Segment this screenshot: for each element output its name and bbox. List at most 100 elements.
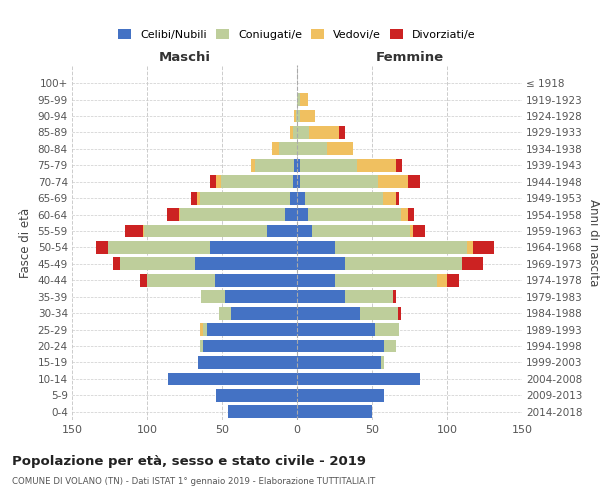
- Bar: [297, 224, 413, 237]
- Bar: [297, 126, 339, 139]
- Bar: [297, 340, 384, 352]
- Bar: [168, 372, 297, 386]
- Bar: [125, 224, 297, 237]
- Bar: [297, 110, 315, 122]
- Y-axis label: Fasce di età: Fasce di età: [19, 208, 32, 278]
- Bar: [198, 356, 297, 369]
- Bar: [293, 126, 297, 139]
- Bar: [199, 323, 297, 336]
- Bar: [228, 406, 297, 418]
- Bar: [294, 159, 297, 172]
- Bar: [255, 159, 297, 172]
- Bar: [297, 258, 462, 270]
- Bar: [297, 159, 396, 172]
- Bar: [297, 307, 398, 320]
- Bar: [297, 274, 447, 286]
- Bar: [210, 241, 297, 254]
- Bar: [198, 356, 297, 369]
- Bar: [108, 241, 297, 254]
- Bar: [290, 126, 297, 139]
- Bar: [297, 241, 335, 254]
- Bar: [219, 307, 297, 320]
- Bar: [297, 356, 384, 369]
- Y-axis label: Anni di nascita: Anni di nascita: [587, 199, 599, 286]
- Bar: [179, 208, 297, 221]
- Bar: [191, 192, 297, 204]
- Text: Popolazione per età, sesso e stato civile - 2019: Popolazione per età, sesso e stato civil…: [12, 455, 366, 468]
- Bar: [225, 290, 297, 303]
- Bar: [228, 406, 297, 418]
- Bar: [294, 110, 297, 122]
- Bar: [113, 258, 297, 270]
- Text: Femmine: Femmine: [376, 51, 443, 64]
- Bar: [297, 142, 353, 155]
- Bar: [297, 176, 408, 188]
- Bar: [221, 176, 297, 188]
- Bar: [168, 372, 297, 386]
- Bar: [297, 274, 459, 286]
- Bar: [297, 389, 384, 402]
- Bar: [120, 258, 297, 270]
- Bar: [297, 372, 420, 386]
- Bar: [167, 208, 297, 221]
- Bar: [297, 142, 353, 155]
- Bar: [271, 142, 297, 155]
- Bar: [297, 340, 396, 352]
- Text: Maschi: Maschi: [158, 51, 211, 64]
- Bar: [297, 372, 420, 386]
- Bar: [231, 307, 297, 320]
- Bar: [199, 340, 297, 352]
- Bar: [297, 224, 312, 237]
- Bar: [297, 126, 309, 139]
- Bar: [201, 290, 297, 303]
- Bar: [293, 176, 297, 188]
- Bar: [197, 192, 297, 204]
- Bar: [215, 274, 297, 286]
- Bar: [297, 307, 398, 320]
- Bar: [297, 406, 372, 418]
- Bar: [207, 323, 297, 336]
- Bar: [297, 192, 383, 204]
- Bar: [297, 208, 401, 221]
- Bar: [139, 274, 297, 286]
- Bar: [199, 340, 297, 352]
- Bar: [216, 389, 297, 402]
- Bar: [297, 372, 420, 386]
- Bar: [297, 323, 399, 336]
- Bar: [297, 208, 414, 221]
- Bar: [297, 274, 437, 286]
- Bar: [143, 224, 297, 237]
- Bar: [228, 406, 297, 418]
- Bar: [297, 142, 327, 155]
- Bar: [297, 241, 493, 254]
- Bar: [297, 192, 305, 204]
- Bar: [297, 208, 308, 221]
- Bar: [297, 159, 300, 172]
- Bar: [297, 290, 345, 303]
- Bar: [199, 340, 297, 352]
- Bar: [297, 192, 396, 204]
- Bar: [297, 356, 384, 369]
- Bar: [216, 389, 297, 402]
- Bar: [251, 159, 297, 172]
- Bar: [297, 241, 467, 254]
- Bar: [297, 406, 372, 418]
- Bar: [297, 323, 399, 336]
- Bar: [210, 176, 297, 188]
- Bar: [297, 258, 345, 270]
- Bar: [297, 389, 384, 402]
- Bar: [251, 159, 297, 172]
- Bar: [216, 389, 297, 402]
- Bar: [120, 258, 297, 270]
- Bar: [297, 356, 384, 369]
- Bar: [296, 110, 297, 122]
- Bar: [297, 224, 409, 237]
- Bar: [297, 406, 372, 418]
- Bar: [216, 389, 297, 402]
- Bar: [297, 159, 357, 172]
- Bar: [279, 142, 297, 155]
- Bar: [297, 307, 401, 320]
- Bar: [290, 192, 297, 204]
- Bar: [297, 340, 396, 352]
- Text: COMUNE DI VOLANO (TN) - Dati ISTAT 1° gennaio 2019 - Elaborazione TUTTITALIA.IT: COMUNE DI VOLANO (TN) - Dati ISTAT 1° ge…: [12, 478, 375, 486]
